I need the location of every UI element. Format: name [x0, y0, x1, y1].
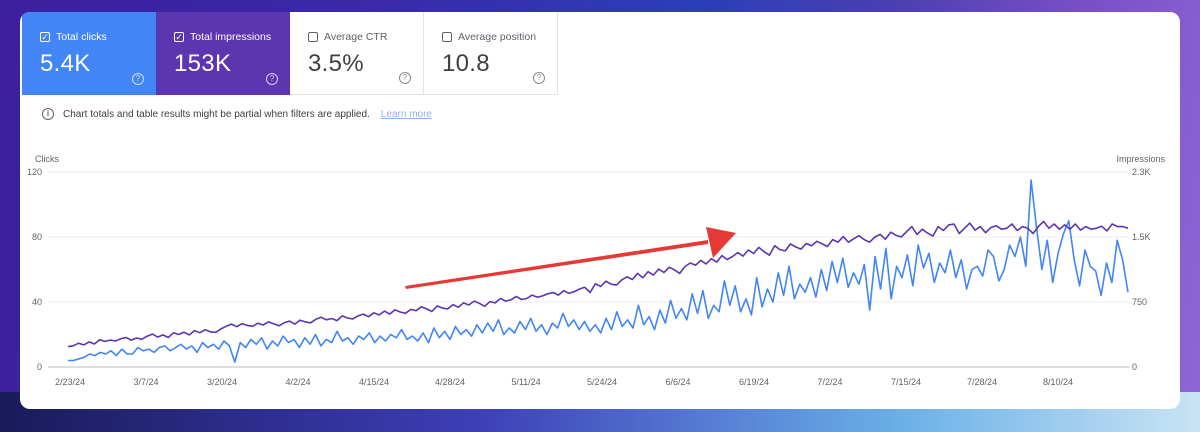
metric-value: 10.8 [442, 50, 490, 77]
annotation-arrow-shaft [405, 240, 708, 289]
x-tick-label: 4/15/24 [359, 377, 389, 387]
right-tick-label: 0 [1132, 362, 1137, 372]
info-icon: i [42, 108, 54, 120]
notice-text: Chart totals and table results might be … [63, 108, 370, 120]
x-tick-label: 3/7/24 [133, 377, 158, 387]
series-line-total-impressions [67, 220, 1129, 348]
metric-value: 5.4K [40, 50, 91, 77]
x-tick-label: 7/28/24 [967, 377, 997, 387]
right-tick-label: 1.5K [1132, 232, 1151, 242]
metric-label: Total clicks [56, 31, 107, 43]
help-circle-icon[interactable]: ? [266, 73, 278, 85]
left-tick-label: 120 [27, 167, 42, 177]
metric-label: Average CTR [324, 31, 388, 43]
metric-value: 3.5% [308, 50, 364, 77]
x-tick-label: 5/24/24 [587, 377, 617, 387]
help-circle-icon[interactable]: ? [399, 72, 411, 84]
x-tick-label: 7/15/24 [891, 377, 921, 387]
performance-chart: 0 0 40 750 80 1.5K 120 2.3K Clicks Impressions 2/2… [27, 154, 1166, 387]
metric-label: Total impressions [190, 31, 272, 43]
x-tick-label: 6/19/24 [739, 377, 769, 387]
checkbox-empty-icon[interactable] [308, 32, 318, 42]
series-line-total-clicks [68, 179, 1129, 363]
check-icon[interactable]: ✓ [40, 31, 50, 42]
metric-value: 153K [174, 50, 232, 77]
x-tick-label: 4/28/24 [435, 377, 465, 387]
x-tick-label: 4/2/24 [285, 377, 310, 387]
right-tick-label: 2.3K [1132, 167, 1151, 177]
partial-results-notice: i Chart totals and table results might b… [42, 108, 432, 120]
metric-label: Average position [458, 31, 537, 43]
right-tick-label: 750 [1132, 297, 1147, 307]
x-tick-label: 7/2/24 [817, 377, 842, 387]
left-tick-label: 0 [37, 362, 42, 372]
learn-more-link[interactable]: Learn more [380, 108, 432, 120]
left-tick-label: 80 [32, 232, 42, 242]
x-tick-label: 3/20/24 [207, 377, 237, 387]
metric-tile-total-impressions[interactable]: ✓ Total impressions 153K ? [156, 12, 290, 95]
right-axis-title: Impressions [1116, 154, 1165, 164]
metric-tile-total-clicks[interactable]: ✓ Total clicks 5.4K ? [22, 12, 156, 95]
x-tick-label: 8/10/24 [1043, 377, 1073, 387]
help-circle-icon[interactable]: ? [533, 72, 545, 84]
metric-tile-average-position[interactable]: Average position 10.8 ? [424, 12, 558, 95]
left-axis-title: Clicks [35, 154, 59, 164]
performance-card: ✓ Total clicks 5.4K ? ✓ Total impression… [20, 12, 1180, 409]
x-tick-label: 2/23/24 [55, 377, 85, 387]
x-tick-label: 5/11/24 [511, 377, 540, 387]
metric-tile-average-ctr[interactable]: Average CTR 3.5% ? [290, 12, 424, 95]
checkbox-empty-icon[interactable] [442, 32, 452, 42]
check-icon[interactable]: ✓ [174, 31, 184, 42]
metric-tiles: ✓ Total clicks 5.4K ? ✓ Total impression… [22, 12, 558, 95]
annotation-arrow-head [706, 227, 736, 258]
x-tick-label: 6/6/24 [665, 377, 690, 387]
left-tick-label: 40 [32, 297, 42, 307]
help-circle-icon[interactable]: ? [132, 73, 144, 85]
